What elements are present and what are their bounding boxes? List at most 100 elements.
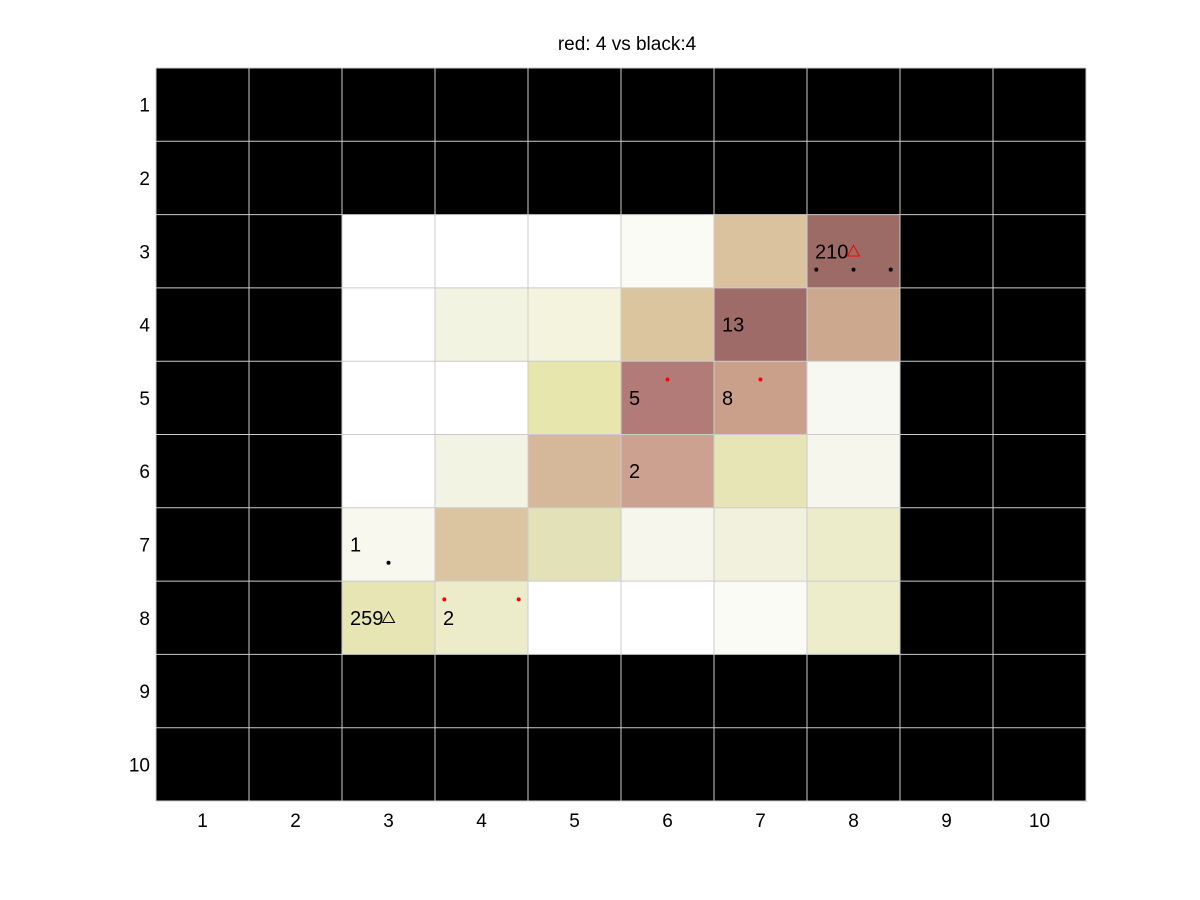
heatmap-cell-r10-c8 xyxy=(807,727,901,802)
heatmap-cell-r2-c8 xyxy=(807,141,901,216)
heatmap-cell-r3-c10 xyxy=(993,214,1087,289)
heatmap-cell-r5-c5 xyxy=(528,361,622,435)
cell-label-r4-c7: 13 xyxy=(722,315,744,337)
heatmap-cell-r5-c2 xyxy=(249,361,343,435)
heatmap-cell-r4-c9 xyxy=(900,287,994,362)
heatmap-cell-r1-c10 xyxy=(993,68,1087,142)
grid-lines xyxy=(155,67,1087,802)
dot-marker-9 xyxy=(442,597,447,602)
heatmap-cell-r6-c3 xyxy=(342,434,436,509)
heatmap-cell-r1-c2 xyxy=(249,68,343,142)
heatmap-cell-r1-c8 xyxy=(807,68,901,142)
x-tick-label: 8 xyxy=(848,811,859,832)
heatmap-cell-r7-c8 xyxy=(807,507,901,582)
heatmap-cell-r3-c6 xyxy=(621,214,715,289)
heatmap-cell-r6-c6 xyxy=(621,434,715,509)
heatmap-cell-r7-c1 xyxy=(156,507,250,582)
heatmap-cell-r1-c5 xyxy=(528,68,622,142)
cell-label-r8-c3: 259 xyxy=(350,608,383,630)
heatmap-cell-r4-c5 xyxy=(528,287,622,362)
heatmap-cell-r8-c3 xyxy=(342,581,436,655)
heatmap-cell-r3-c7 xyxy=(714,214,808,289)
heatmap-cell-r5-c4 xyxy=(435,361,529,435)
heatmap-cell-r8-c5 xyxy=(528,581,622,655)
chart-title: red: 4 vs black:4 xyxy=(558,34,697,55)
heatmap-cell-r6-c10 xyxy=(993,434,1087,509)
dot-marker-5 xyxy=(888,267,893,272)
y-axis-ticks: 1 2 3 4 5 6 7 8 9 10 xyxy=(129,96,151,777)
heatmap-cell-r3-c2 xyxy=(249,214,343,289)
y-tick-label: 3 xyxy=(139,242,150,263)
heatmap-cell-r6-c5 xyxy=(528,434,622,509)
heatmap-cell-r9-c5 xyxy=(528,654,622,729)
heatmap-cell-r10-c6 xyxy=(621,727,715,802)
cell-label-r5-c6: 5 xyxy=(629,388,640,410)
dot-marker-7 xyxy=(665,377,670,382)
y-tick-label: 2 xyxy=(139,169,150,190)
heatmap-cell-r10-c5 xyxy=(528,727,622,802)
heatmap-cell-r2-c6 xyxy=(621,141,715,216)
heatmap-cell-r3-c5 xyxy=(528,214,622,289)
triangle-marker-1 xyxy=(846,244,861,257)
y-tick-label: 10 xyxy=(129,755,150,776)
heatmap-cell-r10-c7 xyxy=(714,727,808,802)
heatmap-cell-r3-c8 xyxy=(807,214,901,289)
heatmap-cell-r5-c1 xyxy=(156,361,250,435)
x-tick-label: 10 xyxy=(1029,811,1050,832)
heatmap-cell-r9-c1 xyxy=(156,654,250,729)
heatmap-cell-r8-c6 xyxy=(621,581,715,655)
heatmap-cell-r1-c4 xyxy=(435,68,529,142)
heatmap-cell-r5-c9 xyxy=(900,361,994,435)
heatmap-cell-r2-c5 xyxy=(528,141,622,216)
heatmap-cell-r5-c8 xyxy=(807,361,901,435)
heatmap-cell-r5-c10 xyxy=(993,361,1087,435)
heatmap-cell-r4-c3 xyxy=(342,287,436,362)
heatmap-cell-r7-c7 xyxy=(714,507,808,582)
heatmap-cell-r7-c5 xyxy=(528,507,622,582)
heatmap-cell-r2-c4 xyxy=(435,141,529,216)
x-tick-label: 7 xyxy=(755,811,766,832)
heatmap-cell-r9-c3 xyxy=(342,654,436,729)
heatmap-cell-r3-c4 xyxy=(435,214,529,289)
heatmap-cell-r10-c10 xyxy=(993,727,1087,802)
heatmap-cell-r10-c1 xyxy=(156,727,250,802)
heatmap-cell-r6-c4 xyxy=(435,434,529,509)
heatmap-cell-r4-c4 xyxy=(435,287,529,362)
heatmap-cell-r2-c3 xyxy=(342,141,436,216)
heatmap-cell-r7-c4 xyxy=(435,507,529,582)
x-axis-ticks: 1 2 3 4 5 6 7 8 9 10 xyxy=(197,811,1050,832)
heatmap-cell-r9-c2 xyxy=(249,654,343,729)
dot-marker-6 xyxy=(386,560,391,565)
heatmap-cell-r2-c10 xyxy=(993,141,1087,216)
heatmap-cell-r5-c3 xyxy=(342,361,436,435)
x-tick-label: 5 xyxy=(569,811,580,832)
heatmap-cell-r2-c2 xyxy=(249,141,343,216)
heatmap-cell-r7-c3 xyxy=(342,507,436,582)
heatmap-cells xyxy=(156,68,1087,802)
heatmap-cell-r4-c6 xyxy=(621,287,715,362)
heatmap-cell-r10-c2 xyxy=(249,727,343,802)
heatmap-cell-r1-c3 xyxy=(342,68,436,142)
cell-label-r5-c7: 8 xyxy=(722,388,733,410)
heatmap-cell-r8-c8 xyxy=(807,581,901,655)
heatmap-cell-r4-c1 xyxy=(156,287,250,362)
heatmap-cell-r7-c2 xyxy=(249,507,343,582)
heatmap-cell-r3-c3 xyxy=(342,214,436,289)
heatmap-cell-r9-c6 xyxy=(621,654,715,729)
heatmap-cell-r8-c2 xyxy=(249,581,343,655)
heatmap-cell-r4-c10 xyxy=(993,287,1087,362)
heatmap-cell-r7-c10 xyxy=(993,507,1087,582)
y-tick-label: 8 xyxy=(139,609,150,630)
markers xyxy=(381,244,893,624)
heatmap-cell-r9-c7 xyxy=(714,654,808,729)
heatmap-cell-r3-c1 xyxy=(156,214,250,289)
cell-label-r3-c8: 210 xyxy=(815,241,848,263)
y-tick-label: 7 xyxy=(139,535,150,556)
heatmap-cell-r6-c1 xyxy=(156,434,250,509)
heatmap-cell-r6-c7 xyxy=(714,434,808,509)
y-tick-label: 9 xyxy=(139,682,150,703)
heatmap-cell-r8-c4 xyxy=(435,581,529,655)
heatmap-cell-r10-c3 xyxy=(342,727,436,802)
heatmap-cell-r1-c6 xyxy=(621,68,715,142)
